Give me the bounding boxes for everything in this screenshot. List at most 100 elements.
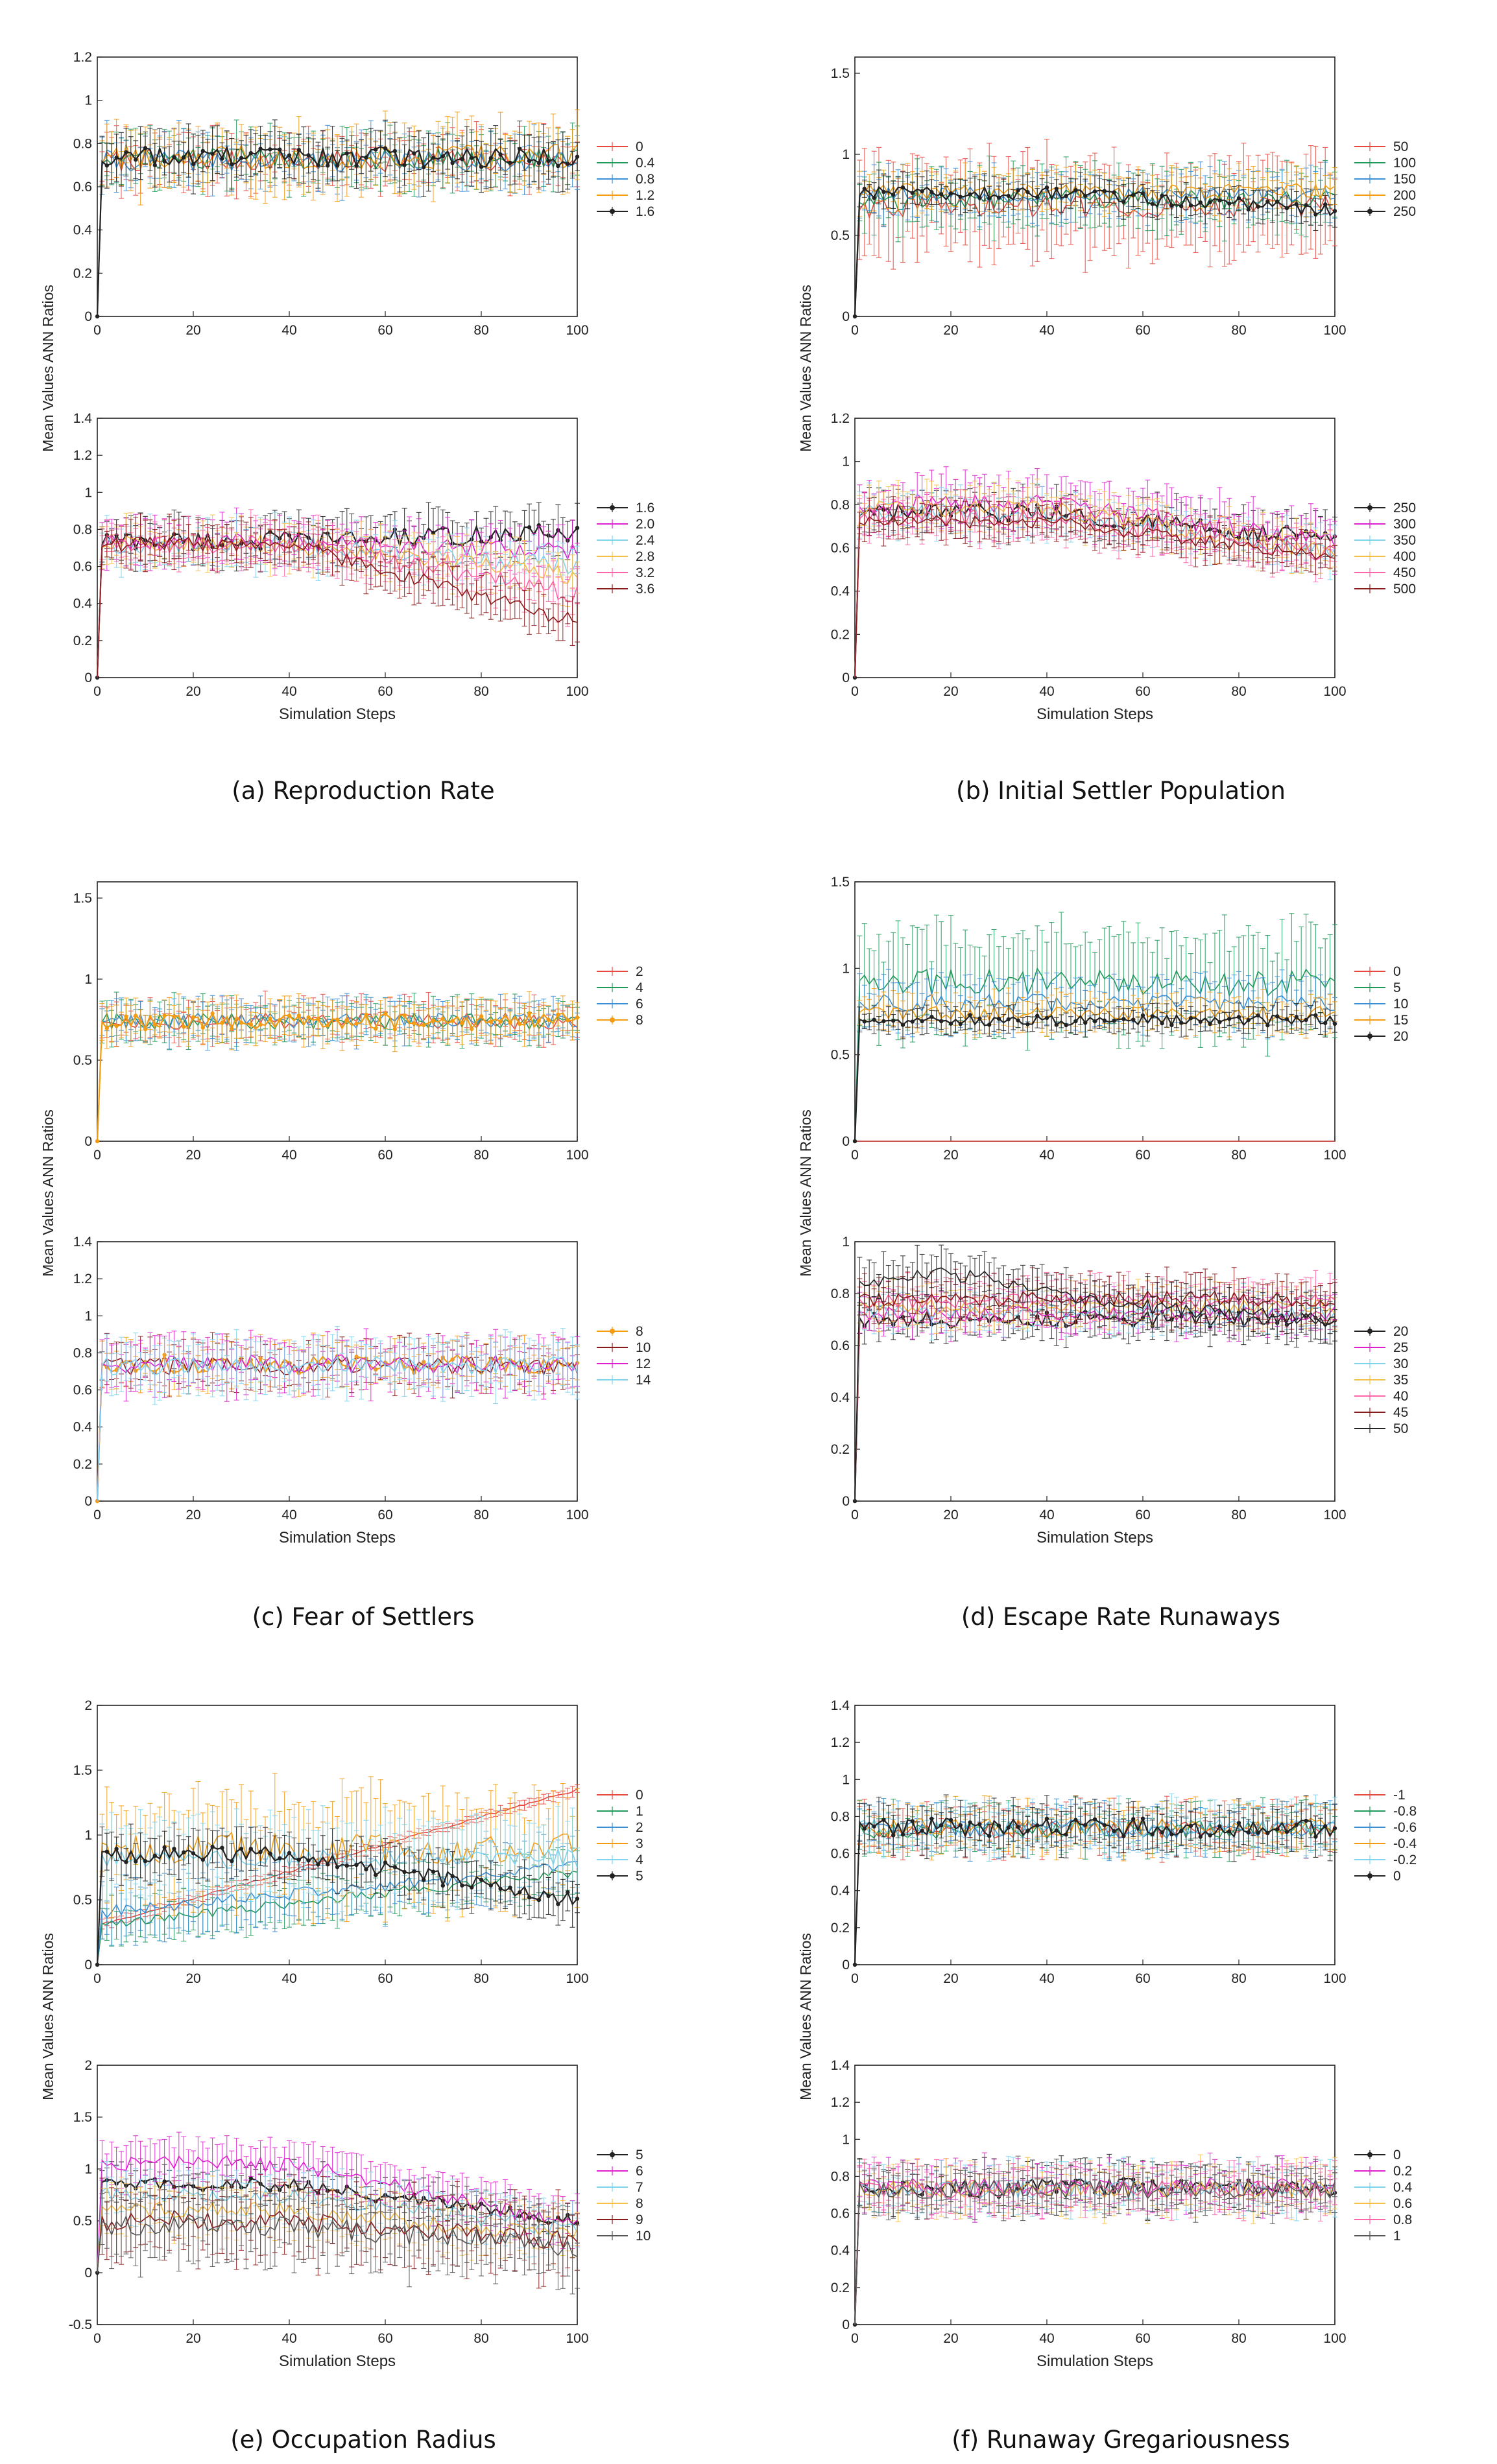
y-tick-label: 1.5 [831,66,850,81]
y-tick-label: 0 [84,670,92,685]
data-point [210,151,215,156]
x-tick-label: 40 [1039,323,1054,338]
legend-label: 0.4 [636,156,655,171]
data-point [546,158,551,163]
data-point [392,148,397,154]
data-point [354,163,359,168]
series-line [97,536,578,678]
data-point [479,165,484,169]
x-tick-label: 80 [1231,323,1246,338]
data-point [527,525,532,530]
legend-marker [610,505,615,510]
x-tick-label: 0 [851,323,859,338]
y-tick-label: 0.6 [73,560,92,575]
data-point [518,147,522,151]
y-tick-label: 0.8 [73,136,92,151]
data-point [287,153,292,158]
legend: 1.6 2.02.42.83.2 3.6 [597,501,655,597]
y-tick-label: 0.8 [73,522,92,537]
data-point [402,163,407,167]
data-point [248,150,253,156]
data-point [191,161,196,167]
legend-label: 3.6 [636,582,654,597]
x-tick-label: 100 [1323,323,1346,338]
data-point [450,161,455,165]
x-axis-label: Simulation Steps [279,705,396,723]
data-point [326,163,330,168]
legend-label: 3.2 [636,565,654,580]
data-point [172,155,176,160]
legend-label: 1.6 [636,501,654,515]
data-point [143,146,148,150]
y-axis-label: Mean Values ANN Ratios [40,285,56,452]
data-point [104,163,109,168]
data-point [220,156,224,161]
legend-label: 0 [636,139,643,154]
data-point [508,160,512,165]
data-point [239,156,244,160]
x-tick-label: 0 [93,323,101,338]
x-tick-label: 40 [281,684,296,699]
data-point [470,156,474,160]
data-point [162,159,167,164]
data-point [575,154,580,159]
series-3.6 [97,514,580,678]
data-point [152,163,157,167]
series-250 [852,169,1337,319]
legend: 0 0.40.81.21.6 [597,139,655,219]
data-point [460,157,464,161]
y-tick-label: 1 [842,147,850,162]
data-point [306,153,311,158]
legend-label: 2.4 [636,533,655,548]
data-point [536,161,541,165]
data-point [488,156,493,161]
x-tick-label: 80 [473,323,488,338]
subplot-a-bottom: 00.20.40.60.811.21.40 20 40 60 80 1001.62.02.… [73,411,655,723]
data-point [344,151,349,156]
data-point [364,155,368,160]
data-point [134,158,138,162]
x-tick-label: 100 [566,684,588,699]
x-tick-label: 20 [186,684,200,699]
y-tick-label: 1 [84,93,92,108]
y-tick-label: 1.4 [73,411,93,426]
y-tick-label: 0.4 [73,597,93,611]
x-tick-label: 100 [566,323,588,338]
y-tick-label: 0.6 [73,180,92,195]
data-point [527,159,532,163]
data-point [556,163,560,169]
x-tick-label: 80 [473,684,488,699]
data-point [258,147,263,151]
series-1.6 [95,119,580,319]
data-point [383,146,388,151]
y-tick-label: 1 [84,485,92,500]
data-point [335,163,340,168]
legend-label: 1.6 [636,204,654,219]
x-tick-label: 60 [377,684,392,699]
data-point [182,155,186,160]
data-point [374,147,378,152]
data-point [268,147,272,152]
x-tick-label: 40 [281,323,296,338]
data-point [278,147,282,152]
legend-marker [610,209,615,214]
y-tick-label: 0.4 [73,223,93,238]
x-tick-label: 0 [93,684,101,699]
x-tick-label: 60 [377,323,392,338]
data-point [316,163,320,167]
data-point [422,165,426,170]
x-tick-label: 60 [1135,323,1150,338]
data-point [575,525,580,530]
subplot-a-top: 00.20.40.60.811.20 20 40 60 80 10000.40.81.21… [40,50,655,452]
y-tick-label: 0.2 [73,634,92,648]
y-tick-label: 1.2 [73,448,92,463]
data-point [114,155,119,160]
data-point [230,162,234,167]
data-point [402,528,407,532]
legend-label: 2.8 [636,549,654,564]
data-point [124,150,128,154]
data-point [296,147,301,152]
data-point [412,151,416,156]
